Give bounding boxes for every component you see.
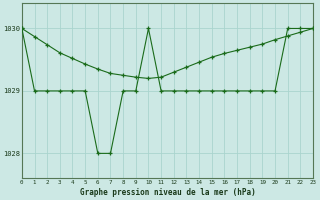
X-axis label: Graphe pression niveau de la mer (hPa): Graphe pression niveau de la mer (hPa) xyxy=(80,188,255,197)
